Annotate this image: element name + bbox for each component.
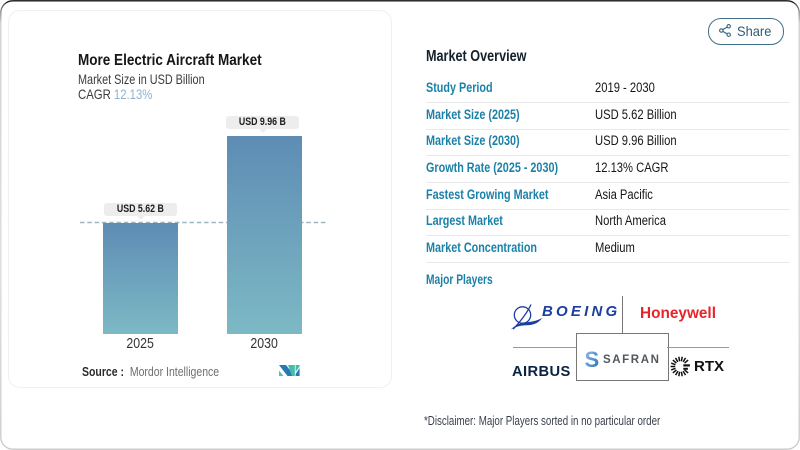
svg-text:S: S (585, 350, 599, 370)
